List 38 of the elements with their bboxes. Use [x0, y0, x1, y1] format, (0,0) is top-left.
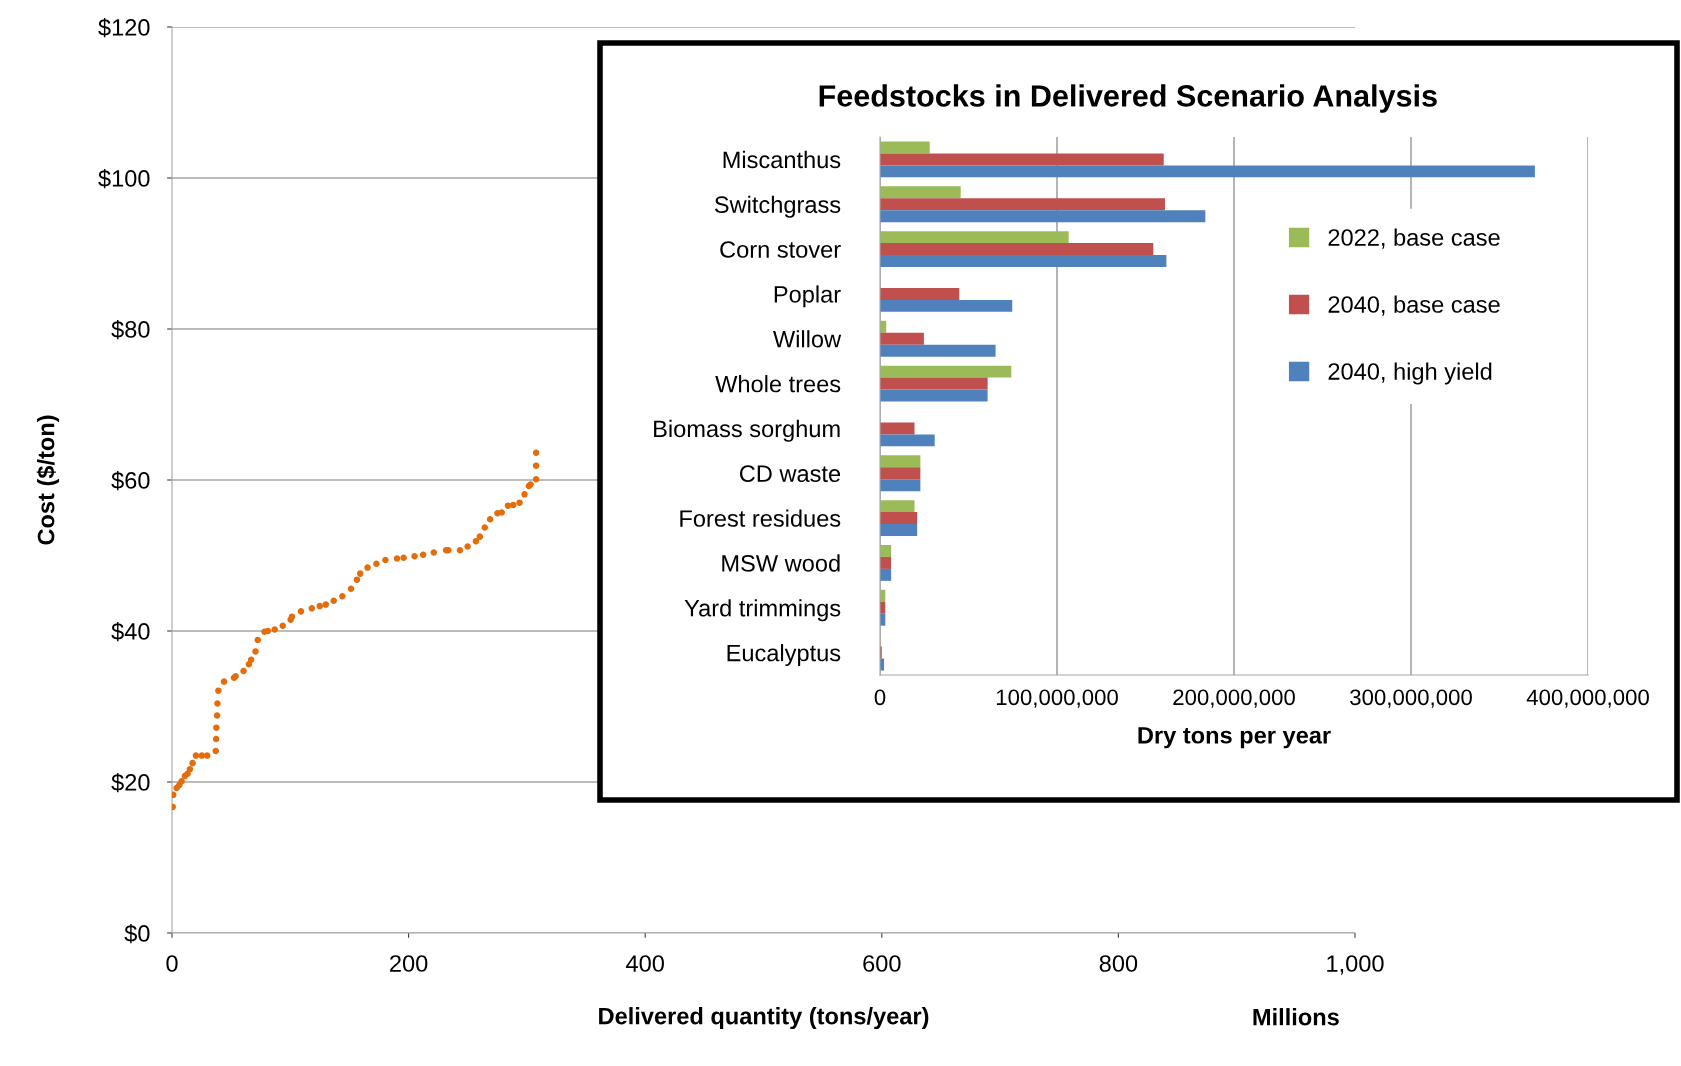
x-tick-label: 400,000,000 — [1526, 689, 1649, 708]
y-tick-label: $60 — [111, 471, 150, 491]
y-axis-title: Cost ($/ton) — [36, 415, 60, 545]
x-tick-label: 800 — [1099, 955, 1138, 972]
y-tick-label: Whole trees — [715, 375, 841, 393]
y-tick-label: CD waste — [739, 465, 841, 483]
x-tick-label: 600 — [863, 955, 901, 972]
y-tick-label: $120 — [98, 18, 150, 38]
text: Millions — [1253, 1008, 1339, 1026]
legend-label: 2040, base case — [1328, 295, 1500, 316]
x-tick-label: 1,000 — [1327, 955, 1384, 975]
y-tick-label: Forest residues — [680, 509, 841, 527]
legend-label: 2022, base case — [1328, 228, 1500, 249]
y-tick-label: $40 — [111, 622, 150, 642]
x-tick-label: 200,000,000 — [1173, 689, 1295, 708]
y-tick-label: Switchgrass — [714, 195, 841, 218]
x-tick-label: 0 — [874, 689, 886, 706]
y-tick-label: Yard trimmings — [684, 599, 841, 622]
x-tick-label: 300,000,000 — [1350, 689, 1472, 708]
x-tick-label: 100,000,000 — [996, 689, 1118, 708]
chart-title: Feedstocks in Delivered Scenario Analysis — [819, 84, 1437, 113]
x-tick-label: 200 — [390, 955, 428, 972]
y-tick-label: Poplar — [774, 285, 841, 308]
y-tick-label: $20 — [111, 773, 150, 793]
x-axis-title: Delivered quantity (tons/year) — [599, 1007, 929, 1030]
x-tick-label: 0 — [166, 955, 178, 972]
y-tick-label: Biomass sorghum — [654, 419, 840, 442]
y-tick-label: $100 — [98, 169, 150, 189]
x-tick-label: 400 — [626, 955, 664, 972]
y-tick-label: Eucalyptus — [727, 644, 841, 667]
y-tick-label: Corn stover — [720, 241, 841, 258]
legend-label: 2040, high yield — [1328, 362, 1492, 385]
x-axis-title: Dry tons per year — [1138, 727, 1331, 749]
y-tick-label: Miscanthus — [723, 150, 841, 169]
y-tick-label: $0 — [124, 924, 150, 944]
y-tick-label: MSW wood — [722, 554, 840, 572]
y-tick-label: Willow — [773, 330, 842, 348]
y-tick-label: $80 — [111, 320, 150, 340]
